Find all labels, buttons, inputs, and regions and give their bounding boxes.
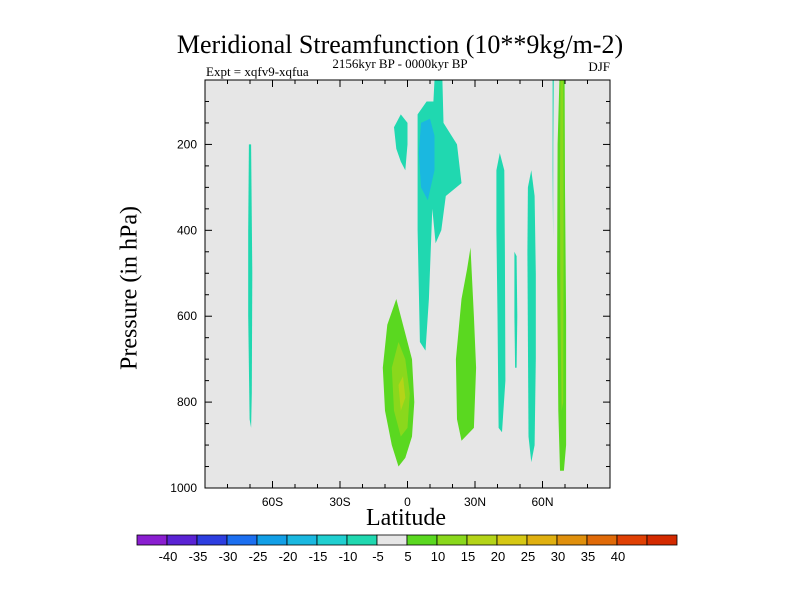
contour-region-2	[394, 114, 408, 171]
colorbar-swatch	[556, 534, 588, 546]
colorbar-label: 20	[491, 549, 505, 564]
colorbar-label: -20	[279, 549, 298, 564]
y-tick-label: 600	[177, 309, 197, 323]
colorbar-swatch	[616, 534, 648, 546]
colorbar-label: 35	[581, 549, 595, 564]
contour-region-8	[496, 153, 506, 433]
y-tick-label: 400	[177, 223, 197, 237]
colorbar-swatch	[646, 534, 678, 546]
x-tick-label: 30N	[464, 495, 486, 509]
colorbar-label: 10	[431, 549, 445, 564]
colorbar-swatch	[136, 534, 168, 546]
colorbar-swatch	[226, 534, 258, 546]
contour-region-7	[455, 247, 477, 441]
x-axis-label: Latitude	[366, 505, 446, 531]
colorbar-label: -5	[372, 549, 384, 564]
colorbar-label: 5	[404, 549, 411, 564]
colorbar-label: 15	[461, 549, 475, 564]
contour-region-11	[552, 80, 554, 239]
x-tick-label: 30S	[329, 495, 350, 509]
y-tick-label: 200	[177, 137, 197, 151]
colorbar-swatch	[346, 534, 378, 546]
colorbar-label: -35	[189, 549, 208, 564]
axis-ticks: 60S 30S 0 30N 60N 200 400 600 800 1000	[170, 80, 610, 509]
x-tick-label: 60N	[531, 495, 553, 509]
contour-region-0	[248, 144, 253, 428]
contour-region-9	[514, 251, 518, 368]
season-label: DJF	[588, 59, 610, 74]
contour-region-10	[527, 170, 536, 463]
y-tick-label: 800	[177, 395, 197, 409]
colorbar-swatch	[196, 534, 228, 546]
colorbar-swatch	[436, 534, 468, 546]
colorbar-label: -30	[219, 549, 238, 564]
colorbar-label: -15	[309, 549, 328, 564]
colorbar-swatch	[406, 534, 438, 546]
contour-regions	[248, 80, 567, 471]
y-tick-label: 1000	[170, 481, 197, 495]
chart-title: Meridional Streamfunction (10**9kg/m-2)	[176, 30, 624, 59]
contour-region-3	[418, 118, 435, 201]
colorbar-swatch	[526, 534, 558, 546]
experiment-label: Expt = xqfv9-xqfua	[206, 64, 309, 79]
x-tick-label: 0	[404, 495, 411, 509]
contour-region-6	[398, 376, 406, 411]
colorbar-swatch	[376, 534, 408, 546]
colorbar-label: -40	[159, 549, 178, 564]
colorbar-swatch	[166, 534, 198, 546]
colorbar-label: -25	[249, 549, 268, 564]
colorbar-swatch	[496, 534, 528, 546]
x-tick-label: 60S	[262, 495, 283, 509]
colorbar-label: 25	[521, 549, 535, 564]
colorbar-label: 40	[611, 549, 625, 564]
colorbar: -40 -35 -30 -25 -20 -15 -10 -5 5 10 15 20 25 30 35 40	[136, 534, 678, 564]
contour-region-13	[560, 80, 564, 411]
colorbar-label: 30	[551, 549, 565, 564]
colorbar-swatch	[316, 534, 348, 546]
colorbar-label: -10	[339, 549, 358, 564]
colorbar-swatch	[466, 534, 498, 546]
time-range-label: 2156kyr BP - 0000kyr BP	[332, 56, 468, 71]
colorbar-swatch	[286, 534, 318, 546]
colorbar-swatch	[256, 534, 288, 546]
colorbar-swatch	[586, 534, 618, 546]
